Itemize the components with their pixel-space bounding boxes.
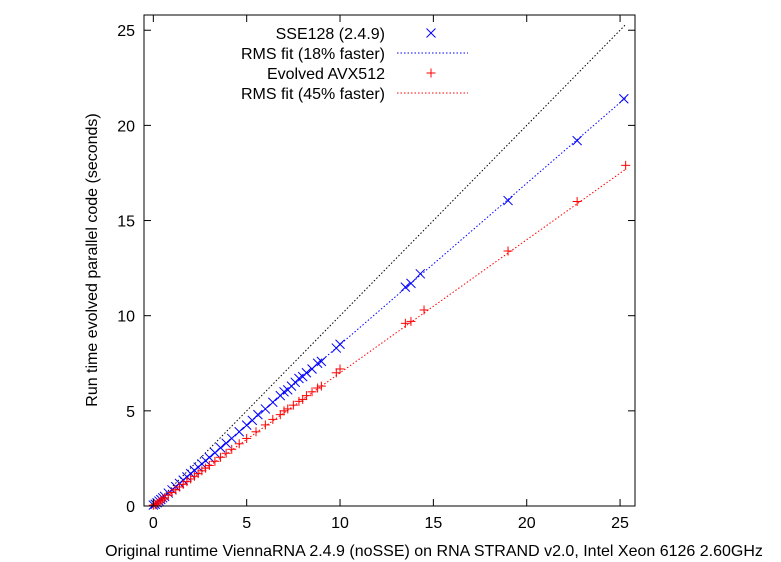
avx512-point [204,460,214,470]
avx512-point [400,318,410,328]
x-axis-label: Original runtime ViennaRNA 2.4.9 (noSSE)… [105,543,763,560]
marker-stroke [301,367,312,378]
y-axis-label: Run time evolved parallel code (seconds) [84,113,101,406]
y-tick-label: 10 [117,309,135,326]
avx512-point [234,439,244,449]
avx512-point [275,410,285,420]
sse128-point [335,339,345,350]
x-tick-labels: 0 5 10 15 20 25 [149,515,629,532]
avx512-point [316,381,326,391]
marker-stroke [335,339,345,350]
reference-line-layer [152,24,627,507]
avx512-point [288,400,298,410]
legend-label: RMS fit (45% faster) [241,86,385,103]
sse128-point [572,135,582,146]
avx512-point [210,456,220,466]
avx512-point [503,246,513,256]
avx512-point [572,197,582,207]
marker-stroke [241,420,252,430]
sse128-point [316,356,327,367]
plot-frame [143,14,636,507]
avx512-point [335,364,345,374]
sse128-point [253,409,263,420]
avx512-point [260,420,270,430]
avx512-point [419,305,429,315]
legend-marker [426,28,436,38]
y-tick-label: 0 [126,499,135,516]
avx512-point [294,396,304,406]
sse128-point [618,93,629,104]
marker-stroke [503,195,513,206]
marker-stroke [253,409,263,420]
marker-stroke [406,278,416,289]
sse128-point [226,433,237,444]
avx512-point [221,448,231,458]
y-tick-labels: 0 5 10 15 20 25 [117,23,135,516]
y-tick-label: 15 [117,214,135,231]
x-tick-label: 20 [518,515,536,532]
fit-line-layer [153,97,626,507]
marker-stroke [572,135,582,146]
x-tick-label: 0 [149,515,158,532]
marker-stroke [267,397,278,408]
avx512-point [158,494,168,504]
x-tick-label: 25 [611,515,629,532]
x-tick-label: 5 [242,515,251,532]
marker-stroke [426,28,436,38]
marker-stroke [221,438,231,449]
marker-stroke [234,426,245,437]
avx512-point [298,394,308,404]
sse128-point [503,195,513,206]
avx512-point [216,452,226,462]
sse128-point [415,268,426,279]
avx512-point [242,433,252,443]
sse128-fit-line [153,97,626,507]
sse128-point [215,442,226,453]
points-layer [148,93,631,510]
legend: SSE128 (2.4.9) RMS fit (18% faster) Evolve… [241,26,468,103]
sse128-point [241,420,252,430]
marker-stroke [260,404,271,414]
avx512-point [313,383,323,393]
axis-ticks [144,15,635,507]
avx512-point [251,427,261,437]
legend-marker [426,68,436,78]
x-tick-label: 15 [424,515,442,532]
marker-stroke [226,433,237,444]
legend-label: Evolved AVX512 [267,66,385,83]
sse128-point [204,452,215,463]
sse128-point [221,438,231,449]
sse128-point [406,278,416,289]
avx512-point [406,316,416,326]
avx512-point [227,444,237,454]
avx512-point [301,391,311,401]
marker-stroke [316,356,327,367]
legend-label: RMS fit (18% faster) [241,46,385,63]
avx512-point [283,404,293,414]
reference-diagonal-line [152,24,627,507]
y-tick-label: 25 [117,23,135,40]
marker-stroke [204,452,215,463]
y-tick-label: 20 [117,118,135,135]
marker-stroke [215,442,226,453]
marker-stroke [400,282,411,292]
x-tick-label: 10 [331,515,349,532]
sse128-point [301,367,312,378]
marker-stroke [415,268,426,279]
sse128-point [400,282,411,292]
legend-label: SSE128 (2.4.9) [276,26,385,43]
y-tick-label: 5 [126,404,135,421]
avx512-point [331,368,341,378]
avx512-fit-line [153,168,626,507]
avx512-point [268,414,278,424]
marker-stroke [618,93,629,104]
sse128-point [234,426,245,437]
avx512-point [307,387,317,397]
sse128-point [260,404,271,414]
avx512-point [279,406,289,416]
avx512-point [621,160,631,170]
sse128-point [267,397,278,408]
